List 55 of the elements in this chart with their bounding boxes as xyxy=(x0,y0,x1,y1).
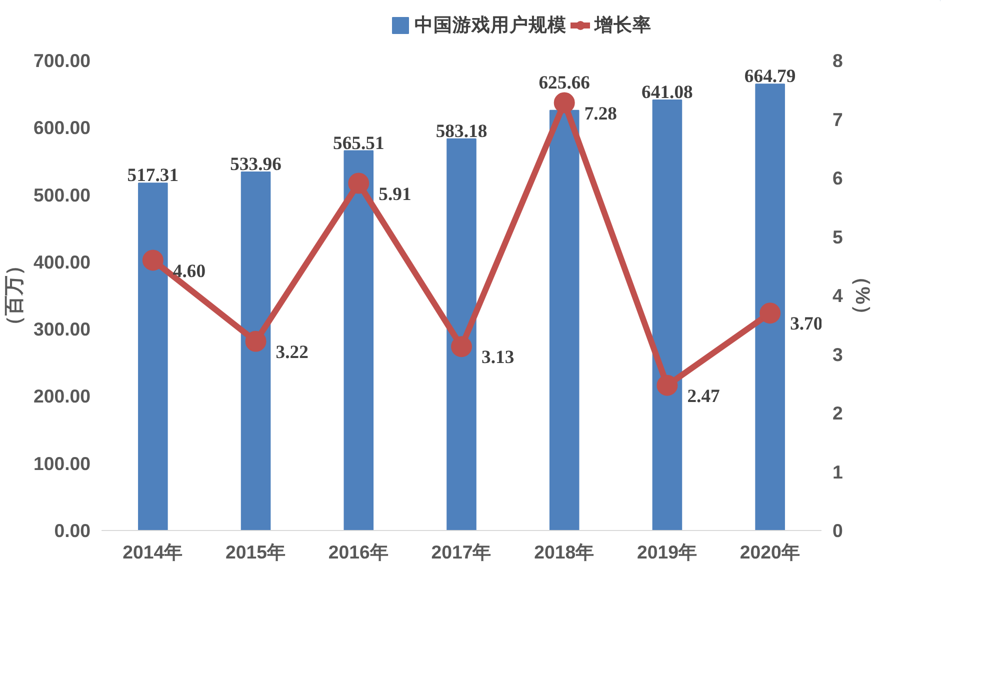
bar xyxy=(240,171,271,530)
x-tick-label: 2016年 xyxy=(328,542,389,562)
x-tick-label: 2015年 xyxy=(226,542,286,562)
y2-tick-label: 2 xyxy=(832,402,843,424)
x-tick-label: 2014年 xyxy=(122,542,184,562)
point xyxy=(245,330,266,352)
point xyxy=(348,172,370,194)
data-label: 7.28 xyxy=(584,103,618,124)
y2-tick-label: 7 xyxy=(832,108,843,130)
legend-label: 增长率 xyxy=(594,13,652,37)
bar xyxy=(549,110,580,530)
x-tick-label: 2017年 xyxy=(431,542,492,562)
y2-tick-label: 3 xyxy=(832,344,843,365)
y-tick-label: 300.00 xyxy=(33,318,90,340)
y-tick-label: 0.00 xyxy=(54,520,90,541)
y-tick-label: 500.00 xyxy=(33,184,90,206)
legend-label: 中国游戏用户规模 xyxy=(414,13,566,37)
point xyxy=(451,336,472,358)
data-label: 641.08 xyxy=(642,82,693,104)
point xyxy=(656,374,678,396)
y2-tick-label: 8 xyxy=(832,50,843,71)
y2-tick-label: 0 xyxy=(832,520,843,541)
data-label: 517.31 xyxy=(127,165,179,186)
bar xyxy=(344,150,374,530)
bar xyxy=(755,84,785,530)
data-label: 3.13 xyxy=(482,347,514,368)
y-tick-label: 600.00 xyxy=(33,117,90,138)
data-label: 583.18 xyxy=(436,120,488,142)
data-label: 565.51 xyxy=(332,132,384,154)
y-tick-label: 100.00 xyxy=(33,452,90,474)
data-label: 533.96 xyxy=(230,154,282,175)
y-tick-label: 200.00 xyxy=(33,386,90,407)
y2-axis-title: （%） xyxy=(850,266,873,324)
x-tick-label: 2019年 xyxy=(636,542,698,562)
y2-tick-label: 5 xyxy=(832,226,843,248)
point xyxy=(554,92,575,114)
data-label: 664.79 xyxy=(744,66,796,88)
point xyxy=(142,250,164,271)
bar xyxy=(446,138,476,530)
data-label: 625.66 xyxy=(538,72,590,94)
y-axis-title: （百万） xyxy=(3,256,26,336)
bar xyxy=(138,182,168,530)
y-tick-label: 400.00 xyxy=(33,251,90,272)
data-label: 4.60 xyxy=(172,260,206,282)
data-label: 3.22 xyxy=(276,342,308,363)
y2-tick-label: 6 xyxy=(832,168,843,188)
y-tick-label: 700.00 xyxy=(33,50,90,71)
x-tick-label: 2020年 xyxy=(740,542,800,562)
x-tick-label: 2018年 xyxy=(534,542,595,562)
y2-tick-label: 4 xyxy=(832,285,844,306)
data-label: 5.91 xyxy=(378,184,412,205)
y2-tick-label: 1 xyxy=(832,461,843,482)
data-label: 2.47 xyxy=(687,386,720,407)
bar xyxy=(652,100,682,530)
point xyxy=(760,302,781,324)
